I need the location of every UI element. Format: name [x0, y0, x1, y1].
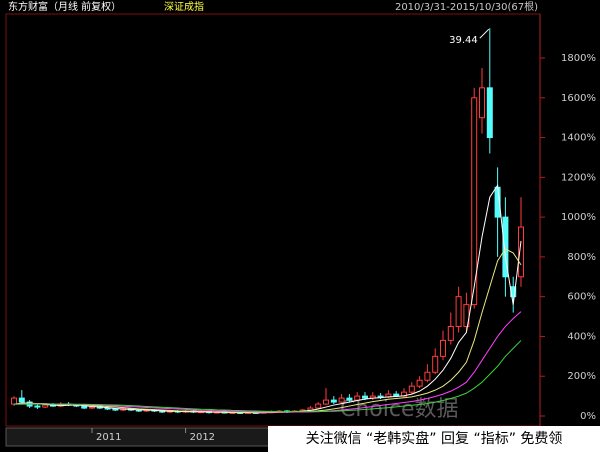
candle-body [518, 226, 524, 278]
y-tick-label: 800% [567, 252, 596, 263]
candle-body [11, 397, 17, 405]
moving-average [14, 340, 522, 413]
candle-body [471, 97, 478, 306]
y-tick-label: 400% [567, 331, 596, 342]
candle-body [416, 379, 423, 387]
y-tick-label: 1400% [561, 133, 596, 144]
candle-body [315, 403, 322, 409]
candle-body [432, 355, 439, 373]
candle-body [89, 406, 95, 409]
x-tick-label: 2012 [190, 432, 215, 443]
candle-body [18, 397, 25, 403]
candle-body [393, 393, 400, 397]
candle-body [447, 326, 454, 341]
y-tick-label: 600% [567, 292, 596, 303]
candle-body [377, 395, 384, 398]
moving-average [13, 248, 522, 414]
candle-body [455, 296, 462, 327]
candle-body [81, 405, 88, 409]
candle-body [502, 216, 509, 278]
index-name: 深证成指 [164, 0, 204, 13]
candle-body [338, 397, 345, 403]
y-tick-label: 1200% [561, 172, 596, 183]
date-range: 2010/3/31-2015/10/30(67根) [395, 0, 538, 13]
y-tick-label: 200% [567, 371, 596, 382]
candle-body [346, 397, 353, 401]
candle-body [354, 395, 361, 401]
y-tick-label: 1000% [561, 212, 596, 223]
candle-body [362, 395, 368, 399]
candle-body [42, 404, 49, 408]
y-tick-label: 1600% [561, 93, 596, 104]
candle-body [440, 339, 446, 357]
candle-body [330, 399, 337, 403]
overlay-box [268, 426, 600, 452]
peak-label: 39.44 [449, 35, 478, 46]
candle-body [323, 399, 329, 405]
candle-body [112, 408, 119, 411]
candle-body [486, 87, 493, 139]
candle-body [424, 371, 431, 381]
chart-title: 东方财富（月线 前复权） [8, 0, 121, 13]
candle-body [34, 405, 41, 408]
y-tick-label: 0% [580, 411, 596, 422]
y-tick-label: 1800% [561, 53, 596, 64]
candle-body [479, 87, 485, 119]
x-tick-label: 2011 [96, 432, 121, 443]
overlay-text: 关注微信 “老韩实盘” 回复 “指标” 免费领 [306, 430, 563, 447]
candle-body [408, 385, 415, 393]
peak-arrow [479, 28, 490, 39]
